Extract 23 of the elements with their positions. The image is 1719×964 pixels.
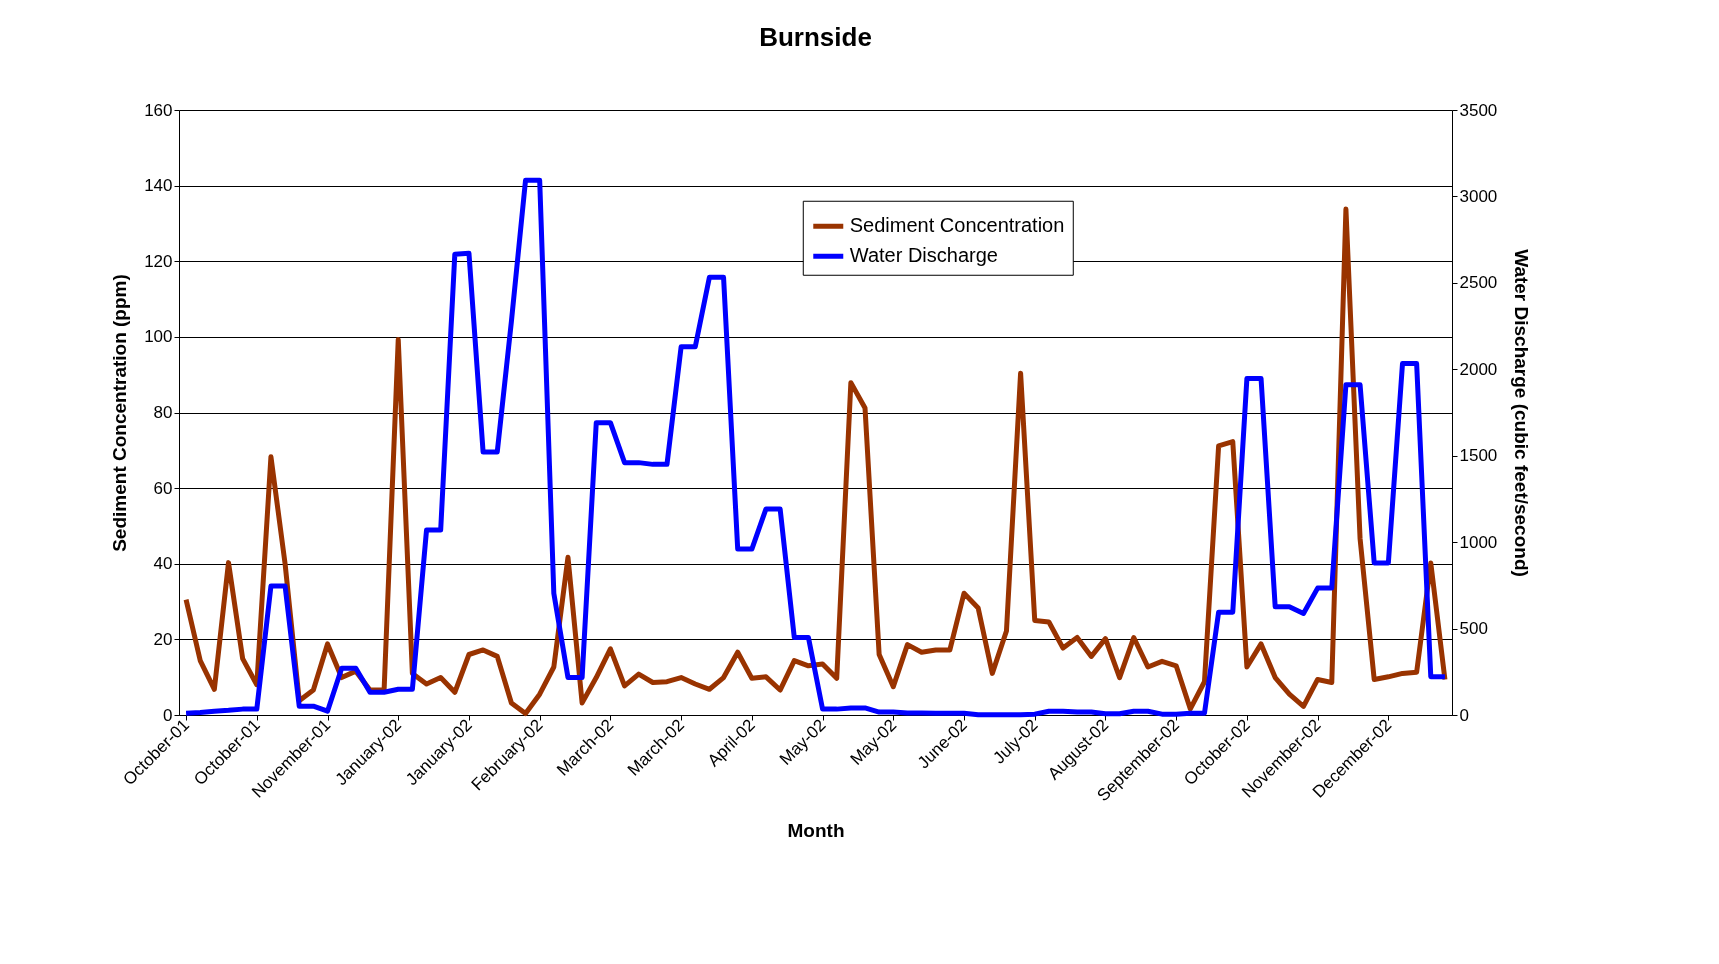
y2-tick-label: 3000: [1459, 186, 1498, 206]
legend-label: Water Discharge: [849, 244, 998, 267]
y-tick-label: 20: [153, 629, 173, 649]
y-tick-label: 100: [144, 327, 173, 347]
y-tick-label: 40: [153, 554, 173, 574]
y2-tick-label: 1000: [1459, 532, 1498, 552]
y2-tick-label: 2500: [1459, 273, 1498, 293]
y-tick-label: 60: [153, 478, 173, 498]
y2-axis-title: Water Discharge (cubic feet/second): [1511, 249, 1533, 577]
chart-title: Burnside: [759, 22, 872, 52]
y-axis-title: Sediment Concentration (ppm): [109, 274, 131, 552]
y-tick-label: 0: [163, 705, 173, 725]
y2-tick-label: 500: [1459, 619, 1488, 639]
y-tick-label: 80: [153, 403, 173, 422]
y-tick-label: 140: [144, 176, 173, 196]
y-tick-label: 160: [144, 100, 173, 120]
y-tick-label: 120: [144, 251, 173, 271]
x-axis-title: Month: [787, 820, 845, 842]
y2-tick-label: 3500: [1459, 100, 1498, 120]
legend-label: Sediment Concentration: [849, 214, 1065, 237]
y2-tick-label: 0: [1459, 705, 1469, 725]
y2-tick-label: 2000: [1459, 359, 1498, 379]
y2-tick-label: 1500: [1459, 446, 1498, 466]
